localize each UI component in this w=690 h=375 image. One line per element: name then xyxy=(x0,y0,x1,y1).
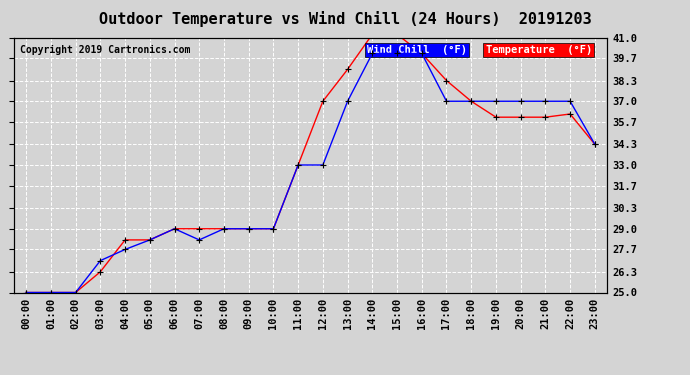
Text: Copyright 2019 Cartronics.com: Copyright 2019 Cartronics.com xyxy=(20,45,190,55)
Text: Wind Chill  (°F): Wind Chill (°F) xyxy=(367,45,467,55)
Text: Temperature  (°F): Temperature (°F) xyxy=(486,45,592,55)
Text: Outdoor Temperature vs Wind Chill (24 Hours)  20191203: Outdoor Temperature vs Wind Chill (24 Ho… xyxy=(99,11,591,27)
